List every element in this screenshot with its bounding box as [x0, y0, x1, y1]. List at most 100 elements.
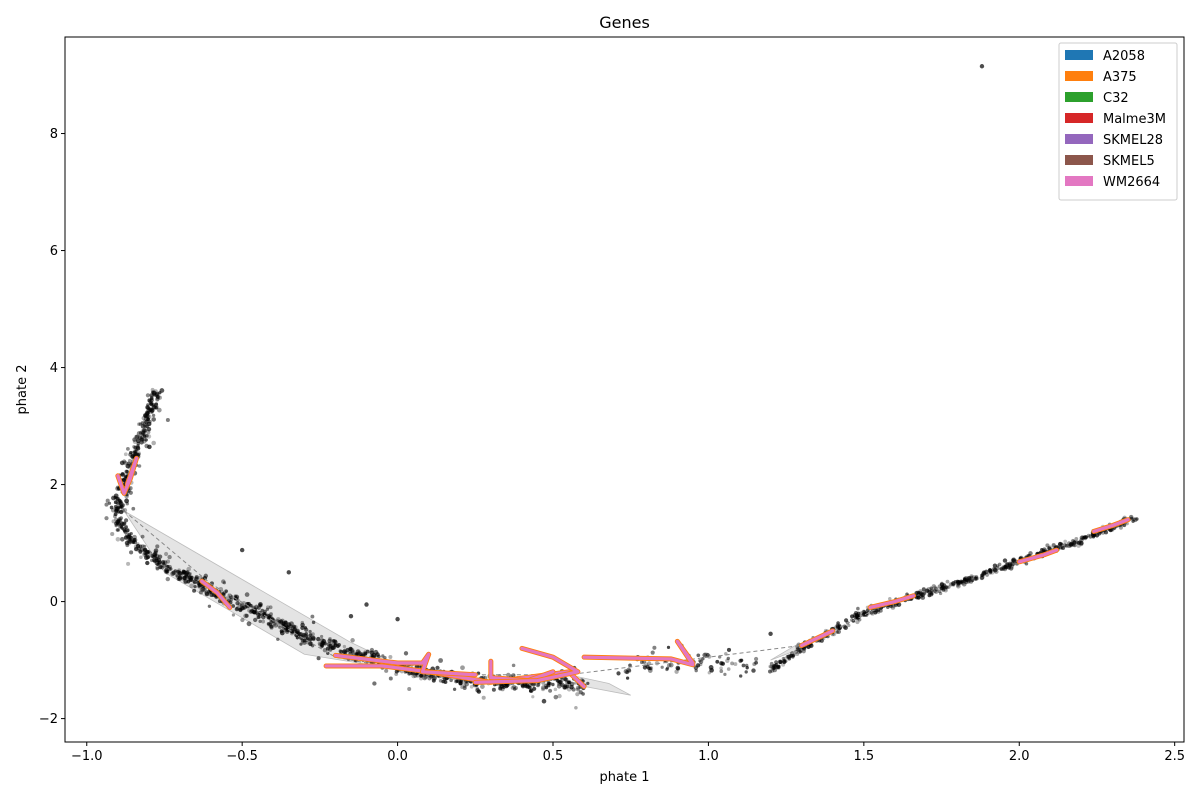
gene-point: [625, 676, 630, 680]
gene-point: [754, 660, 758, 665]
gene-point: [696, 653, 701, 658]
gene-point: [970, 578, 975, 583]
x-tick-label: −0.5: [226, 749, 258, 764]
gene-point: [192, 579, 198, 584]
gene-point: [454, 679, 459, 684]
gene-point: [145, 554, 150, 560]
gene-point: [529, 688, 534, 693]
gene-point: [956, 581, 961, 586]
gene-point: [745, 663, 749, 668]
gene-point: [142, 552, 147, 557]
gene-point: [193, 584, 197, 589]
gene-point: [135, 434, 140, 439]
gene-point: [525, 683, 529, 687]
gene-point: [768, 631, 773, 636]
gene-point: [578, 690, 583, 695]
y-tick-label: 2: [50, 478, 58, 493]
gene-point: [370, 654, 374, 658]
gene-point: [151, 390, 155, 394]
gene-point: [744, 670, 748, 674]
gene-point: [922, 591, 927, 596]
gene-point: [783, 659, 788, 663]
gene-point: [1135, 517, 1139, 521]
gene-point: [726, 647, 732, 652]
gene-point: [927, 593, 932, 598]
gene-point: [229, 597, 234, 602]
gene-point: [231, 613, 235, 617]
gene-point: [575, 692, 580, 697]
gene-point: [144, 438, 148, 442]
gene-point: [992, 566, 997, 572]
gene-point: [290, 625, 296, 631]
gene-point: [290, 631, 294, 636]
gene-point: [155, 557, 159, 561]
gene-point: [1130, 516, 1134, 520]
gene-point: [145, 560, 150, 566]
gene-point: [277, 623, 281, 628]
gene-point: [137, 464, 142, 468]
gene-point: [844, 618, 849, 623]
gene-point: [628, 663, 632, 668]
gene-point: [115, 519, 120, 525]
gene-point: [581, 692, 585, 696]
gene-point: [128, 535, 133, 540]
gene-point: [701, 657, 705, 661]
gene-point: [155, 544, 160, 549]
gene-point: [586, 681, 590, 686]
gene-point: [995, 566, 1000, 571]
gene-point: [238, 607, 243, 612]
gene-point: [947, 585, 951, 589]
gene-point: [292, 627, 297, 632]
gene-point: [348, 614, 354, 619]
gene-point: [432, 675, 437, 681]
gene-point: [128, 486, 133, 491]
gene-point: [154, 393, 159, 398]
gene-point: [276, 637, 280, 642]
gene-point: [316, 636, 321, 642]
gene-point: [189, 583, 194, 589]
gene-point: [790, 651, 795, 656]
gene-point: [544, 685, 549, 690]
gene-point: [850, 614, 855, 619]
gene-point: [481, 695, 486, 700]
gene-point: [395, 616, 400, 622]
gene-point: [363, 651, 368, 656]
gene-point: [269, 625, 274, 630]
gene-point: [455, 679, 459, 683]
gene-point: [185, 570, 190, 575]
gene-point: [138, 550, 142, 554]
gene-point: [1081, 536, 1086, 540]
gene-point: [146, 427, 152, 432]
gene-point: [984, 569, 989, 575]
gene-point: [149, 397, 154, 403]
gene-point: [194, 575, 199, 580]
gene-point: [107, 501, 112, 505]
gene-point: [257, 614, 263, 619]
gene-point: [137, 422, 141, 426]
gene-point: [331, 639, 336, 643]
gene-point: [460, 665, 465, 671]
gene-point: [319, 634, 324, 639]
gene-point: [115, 496, 119, 501]
gene-point: [557, 693, 562, 699]
gene-point: [771, 665, 776, 670]
gene-point: [120, 537, 125, 542]
gene-point: [167, 567, 172, 571]
gene-point: [309, 633, 313, 637]
gene-point: [1007, 563, 1011, 568]
gene-point: [415, 673, 420, 678]
gene-point: [364, 602, 369, 607]
gene-point: [973, 576, 978, 581]
gene-point: [719, 666, 723, 670]
gene-point: [120, 526, 124, 530]
gene-point: [511, 663, 516, 668]
legend-swatch: [1065, 92, 1093, 102]
gene-point: [117, 517, 122, 522]
gene-point: [129, 450, 133, 455]
gene-point: [567, 680, 572, 685]
gene-point: [1074, 536, 1079, 541]
gene-point: [576, 687, 581, 692]
gene-point: [350, 648, 355, 653]
gene-point: [119, 501, 124, 507]
